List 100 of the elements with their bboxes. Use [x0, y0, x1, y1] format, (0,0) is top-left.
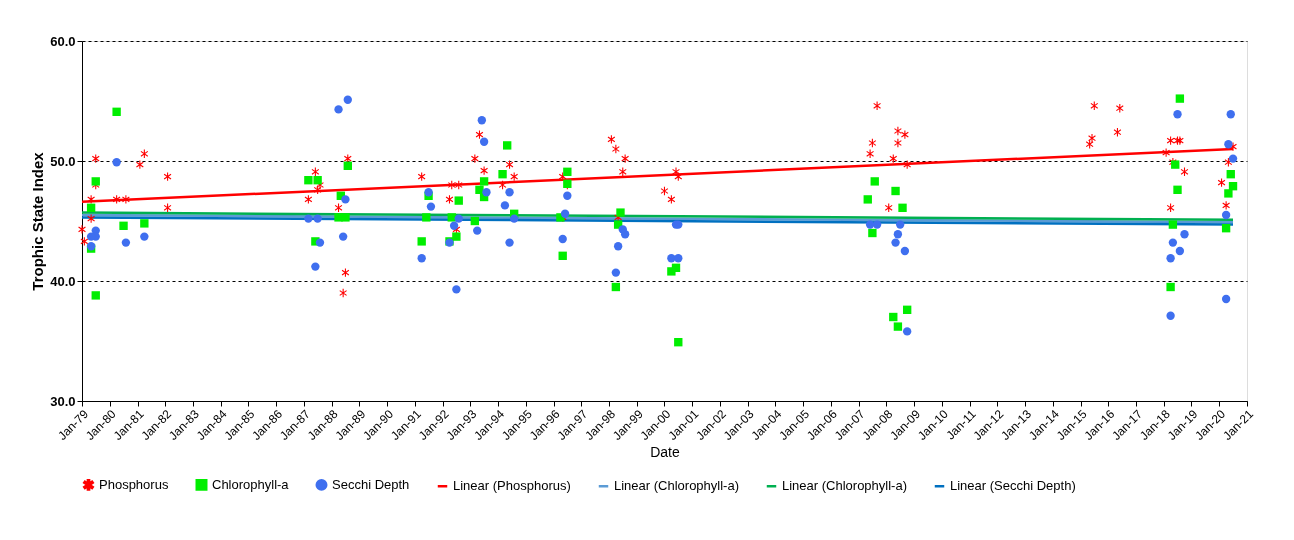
point: [563, 167, 572, 176]
point: [112, 107, 121, 116]
point: [620, 230, 630, 239]
point: [338, 232, 348, 241]
point: [91, 291, 100, 300]
point: [449, 221, 459, 230]
point: [505, 238, 514, 247]
point: [891, 186, 900, 196]
y-tick-label: 60.0: [50, 33, 76, 49]
point: [509, 214, 519, 223]
point: [1173, 185, 1182, 194]
point: [872, 220, 882, 229]
point: [454, 214, 463, 223]
point: [558, 234, 567, 244]
point: [140, 219, 149, 228]
point: [447, 213, 456, 222]
point: [865, 220, 875, 229]
point: [868, 228, 877, 238]
point: [473, 226, 482, 235]
point: [315, 238, 325, 247]
point: [119, 221, 128, 230]
point: [1221, 294, 1231, 304]
point: [454, 196, 463, 205]
legend-label: Linear (Phosphorus): [453, 478, 571, 494]
point: [417, 237, 426, 246]
legend-label: Linear (Secchi Depth): [950, 478, 1076, 494]
point: [558, 251, 567, 260]
point: [422, 213, 431, 222]
legend-label: Phosphorus: [99, 476, 169, 492]
point: [898, 203, 907, 212]
point: [304, 214, 313, 223]
point: [674, 338, 683, 347]
x-axis-title: Date: [650, 444, 680, 461]
point: [1226, 170, 1235, 179]
point: [304, 176, 313, 185]
point: [671, 263, 681, 272]
point: [870, 177, 879, 186]
point: [1228, 154, 1238, 163]
point: [470, 216, 480, 226]
point: [1173, 110, 1182, 119]
point: [1180, 230, 1189, 239]
point: [121, 238, 131, 247]
point: [1166, 254, 1175, 263]
point: [341, 195, 350, 204]
y-tick-label: 50.0: [50, 153, 76, 169]
point: [477, 116, 487, 125]
point: [560, 209, 570, 218]
point: [1166, 311, 1175, 320]
point: [1175, 246, 1185, 256]
point: [613, 242, 623, 251]
point: [1168, 220, 1178, 229]
legend-label: Linear (Chlorophyll-a): [614, 478, 739, 494]
point: [1221, 210, 1231, 220]
point: [426, 202, 436, 211]
point: [896, 220, 905, 229]
point: [91, 177, 100, 186]
point: [893, 322, 903, 331]
point: [341, 213, 350, 222]
point: [900, 246, 910, 256]
point: [86, 203, 96, 212]
point: [343, 161, 352, 170]
point: [611, 282, 621, 292]
point: [417, 254, 426, 263]
point: [482, 188, 491, 197]
point: [503, 141, 512, 150]
point: [1224, 189, 1233, 198]
legend-label: Secchi Depth: [332, 476, 410, 492]
point: [1226, 110, 1235, 119]
point: [563, 191, 572, 200]
point: [893, 230, 903, 239]
point: [1224, 140, 1233, 149]
y-tick-label: 30.0: [50, 393, 76, 409]
point: [616, 208, 625, 217]
legend-label: Linear (Chlorophyll-a): [782, 478, 907, 494]
point: [343, 95, 352, 104]
y-tick-label: 40.0: [50, 273, 76, 289]
point: [674, 254, 683, 263]
point: [505, 188, 514, 197]
point: [1166, 282, 1175, 292]
legend-label: Chlorophyll-a: [212, 476, 290, 492]
point: [891, 238, 900, 247]
point: [1221, 224, 1231, 233]
point: [311, 262, 320, 271]
point: [863, 195, 872, 204]
point: [902, 327, 912, 336]
point: [1175, 94, 1185, 103]
point: [479, 137, 489, 146]
point: [452, 232, 461, 241]
point: [479, 177, 489, 186]
point: [313, 176, 322, 185]
point: [334, 105, 343, 114]
point: [902, 305, 912, 314]
point: [500, 201, 510, 210]
point: [452, 285, 461, 294]
point: [313, 214, 322, 223]
point: [140, 232, 149, 241]
point: [498, 170, 507, 179]
point: [112, 158, 121, 167]
point: [611, 268, 621, 277]
y-axis-title: Trophic State Index: [29, 151, 47, 291]
